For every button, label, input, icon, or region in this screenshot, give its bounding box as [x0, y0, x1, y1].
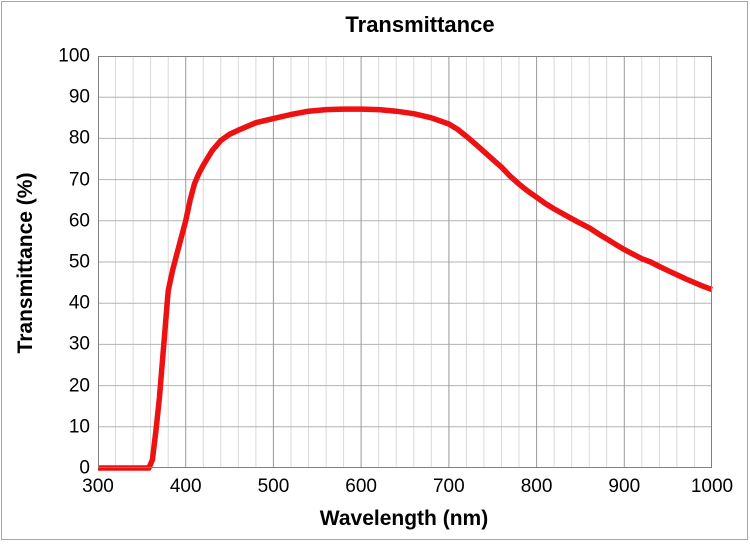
plot-border: [98, 56, 712, 468]
y-tick-label-80: 80: [68, 127, 90, 149]
plot-area: [98, 56, 713, 471]
x-tick-label-500: 500: [257, 476, 290, 497]
x-tick-label-800: 800: [520, 476, 553, 497]
x-tick-label-700: 700: [432, 476, 465, 497]
y-tick-label-30: 30: [68, 333, 90, 355]
x-tick-label-600: 600: [345, 476, 377, 497]
x-tick-label-300: 300: [82, 476, 114, 497]
y-tick-label-0: 0: [79, 457, 90, 479]
y-tick-label-40: 40: [68, 292, 90, 314]
y-tick-label-10: 10: [68, 416, 90, 438]
y-tick-label-90: 90: [68, 86, 90, 108]
y-tick-label-50: 50: [68, 251, 90, 273]
chart-title: Transmittance: [345, 12, 495, 37]
y-tick-label-70: 70: [68, 169, 90, 191]
transmittance-curve: [98, 106, 713, 471]
x-tick-label-900: 900: [608, 476, 641, 497]
x-tick-label-400: 400: [169, 476, 202, 497]
x-axis-title: Wavelength (nm): [319, 507, 489, 530]
y-tick-label-100: 100: [58, 45, 90, 67]
plot-svg: [98, 56, 713, 471]
y-tick-label-60: 60: [68, 210, 90, 232]
x-tick-label-1000: 1000: [690, 476, 734, 497]
y-tick-label-20: 20: [68, 375, 90, 397]
